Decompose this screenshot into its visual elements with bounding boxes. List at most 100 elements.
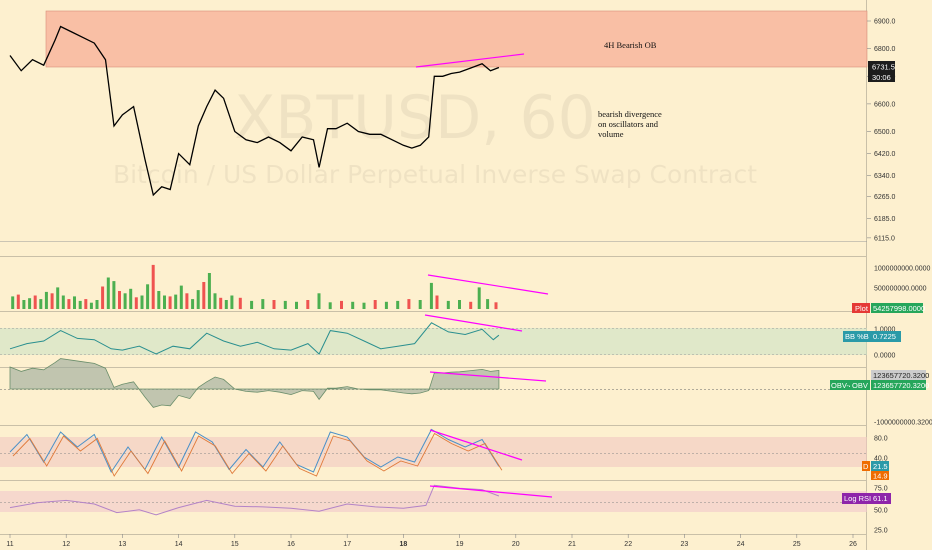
time-tick-label: 18 bbox=[400, 541, 408, 548]
volume-bar bbox=[73, 296, 76, 309]
obv-series bbox=[9, 358, 500, 408]
time-tick-label: 20 bbox=[512, 541, 520, 548]
price-axis: 6900.06800.06700.06600.06500.06420.06340… bbox=[867, 19, 896, 242]
volume-bar bbox=[306, 300, 310, 309]
volume-bar bbox=[33, 295, 37, 309]
price-line bbox=[9, 25, 500, 197]
price-tick-label: 6800.0 bbox=[874, 46, 896, 53]
bb-value-tag: BB %B 0.7225 bbox=[843, 331, 901, 342]
volume-divergence-line[interactable] bbox=[427, 274, 549, 295]
price-tick-label: 6185.0 bbox=[874, 216, 896, 223]
ob-annotation: 4H Bearish OB bbox=[604, 40, 657, 50]
price-series bbox=[9, 25, 500, 197]
price-tick-label: 6115.0 bbox=[874, 235, 895, 242]
stoch-d-line bbox=[12, 432, 503, 477]
volume-bar bbox=[78, 300, 82, 309]
price-tick-label: 6420.0 bbox=[874, 151, 896, 158]
volume-bar bbox=[118, 291, 121, 309]
price-tick-label: 6265.0 bbox=[874, 194, 896, 201]
volume-bar bbox=[396, 300, 400, 309]
price-divergence-line[interactable] bbox=[415, 53, 525, 68]
volume-bar bbox=[44, 291, 48, 309]
volume-value-tag: Plot 54257998.0000 bbox=[852, 303, 925, 313]
volume-bar bbox=[202, 282, 206, 309]
time-tick-label: 14 bbox=[175, 541, 183, 548]
volume-bar bbox=[283, 300, 287, 309]
obv-tag-value-top: 123657720.3200 bbox=[873, 371, 929, 380]
indicator-tick-label: 40.0 bbox=[874, 456, 888, 463]
obv-tag-label-a: OBV-4 bbox=[831, 381, 853, 390]
volume-bar bbox=[191, 299, 195, 309]
time-tick-label: 23 bbox=[681, 541, 689, 548]
volume-bar bbox=[179, 285, 183, 309]
divergence-annotation-line-1: bearish divergence bbox=[598, 109, 662, 119]
volume-bar bbox=[185, 293, 189, 309]
stoch-k-line bbox=[9, 428, 500, 474]
rsi-tag-label: Log RSI bbox=[844, 494, 871, 503]
obv-tag-label-b: OBV bbox=[852, 381, 868, 390]
volume-bar bbox=[140, 295, 144, 309]
volume-bar bbox=[407, 299, 411, 309]
obv-divergence-line[interactable] bbox=[429, 371, 547, 382]
volume-bar bbox=[56, 287, 60, 309]
time-axis: 11 12 13 14 15 16 17 18 19 20 21 22 23 24 25 26 bbox=[6, 534, 857, 548]
stoch-d-value: 14.9 bbox=[873, 472, 888, 481]
time-tick-label: 16 bbox=[287, 541, 295, 548]
time-tick-label: 24 bbox=[737, 541, 745, 548]
price-tick-label: 6340.0 bbox=[874, 173, 896, 180]
volume-bar bbox=[362, 302, 366, 309]
pane-separators bbox=[0, 0, 867, 550]
indicator-tick-label: 25.0 bbox=[874, 528, 888, 535]
volume-bar bbox=[435, 295, 439, 309]
last-price-tag: 6731.5 30:06 bbox=[868, 61, 895, 82]
volume-bar bbox=[224, 300, 228, 309]
rsi-band bbox=[0, 491, 867, 512]
bearish-ob-zone[interactable] bbox=[45, 10, 868, 68]
volume-bar bbox=[163, 295, 166, 309]
volume-bar bbox=[272, 300, 276, 309]
bb-band bbox=[0, 328, 867, 355]
volume-bar bbox=[129, 288, 133, 310]
volume-tag-value: 54257998.0000 bbox=[873, 304, 925, 313]
divergence-annotation-line-2: on oscillators and bbox=[598, 119, 659, 129]
stoch-band bbox=[0, 437, 867, 467]
obv-value-tag: 123657720.3200 OBV-4 OBV 123657720.3200 bbox=[830, 370, 929, 390]
volume-bar bbox=[373, 300, 377, 309]
bb-series bbox=[9, 322, 500, 355]
divergence-lines[interactable] bbox=[415, 53, 553, 498]
stoch-value-tag: D 21.5 14.9 bbox=[862, 461, 889, 481]
price-tick-label: 6500.0 bbox=[874, 129, 896, 136]
volume-bar bbox=[112, 281, 116, 309]
volume-bar bbox=[384, 301, 388, 309]
time-tick-label: 12 bbox=[62, 541, 70, 548]
time-tick-label: 25 bbox=[793, 541, 801, 548]
stoch-series bbox=[9, 428, 503, 477]
volume-bar bbox=[16, 294, 20, 309]
volume-bar bbox=[196, 290, 200, 309]
bb-divergence-line[interactable] bbox=[424, 314, 523, 332]
bb-tag-value: 0.7225 bbox=[873, 332, 896, 341]
stoch-divergence-line[interactable] bbox=[429, 429, 523, 461]
indicator-tick-label: 80.0 bbox=[874, 436, 888, 443]
bb-line bbox=[9, 322, 500, 355]
volume-bar bbox=[151, 264, 155, 309]
volume-tag-label: Plot bbox=[855, 304, 869, 313]
divergence-annotation-line-3: volume bbox=[598, 129, 624, 139]
volume-bar bbox=[134, 297, 138, 309]
volume-bar bbox=[22, 300, 26, 309]
price-tick-label: 6900.0 bbox=[874, 19, 896, 26]
volume-bar bbox=[469, 301, 473, 309]
volume-bar bbox=[84, 299, 88, 309]
volume-bar bbox=[494, 302, 498, 310]
volume-bar bbox=[429, 282, 433, 309]
volume-bar bbox=[89, 302, 93, 309]
volume-bar bbox=[418, 300, 422, 309]
stoch-tag-label: D bbox=[863, 462, 869, 471]
last-price-value: 6731.5 bbox=[872, 63, 895, 72]
indicator-tick-label: 50.0 bbox=[874, 508, 888, 515]
volume-bar bbox=[446, 300, 450, 309]
rsi-divergence-line[interactable] bbox=[429, 485, 553, 498]
volume-bar bbox=[11, 296, 15, 309]
